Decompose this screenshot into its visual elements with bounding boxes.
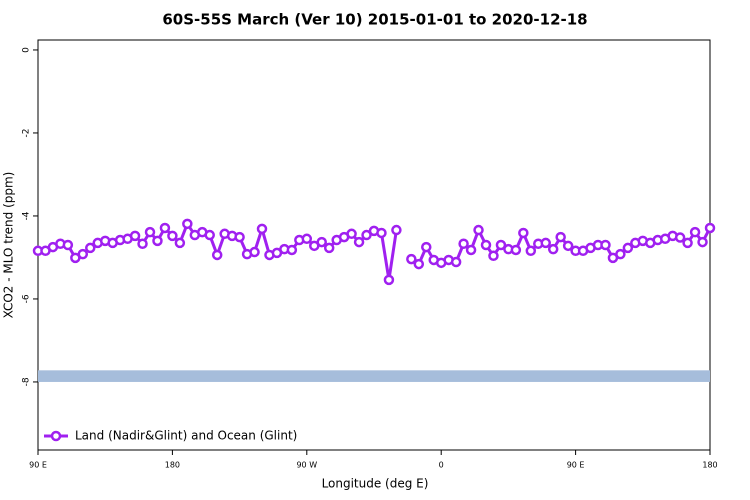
point: [450, 256, 462, 268]
point: [301, 233, 313, 245]
point: [704, 222, 716, 234]
point: [458, 238, 469, 250]
point: [525, 245, 537, 257]
point: [622, 242, 634, 254]
point: [615, 248, 626, 260]
point: [421, 241, 432, 253]
plot-frame: [37, 39, 711, 451]
point: [211, 249, 223, 261]
x-tick-label: 180: [165, 461, 180, 470]
legend-marker: [50, 430, 62, 442]
point: [62, 239, 74, 251]
x-axis-label: Longitude (deg E): [322, 477, 429, 491]
point: [540, 237, 551, 249]
point: [234, 231, 245, 243]
point: [562, 240, 574, 252]
point: [361, 229, 372, 241]
y-axis-label: XCO2 - MLO trend (ppm): [2, 172, 16, 319]
point: [495, 239, 507, 251]
point: [77, 248, 89, 260]
point: [323, 242, 335, 254]
point: [518, 227, 529, 239]
point: [256, 223, 268, 235]
point: [689, 226, 701, 238]
y-tick-label: -6: [22, 294, 32, 303]
x-tick-label: 90 W: [296, 461, 317, 470]
point: [682, 237, 693, 249]
point: [555, 231, 566, 243]
x-tick-label: 180: [702, 461, 717, 470]
point: [376, 227, 387, 239]
point: [144, 226, 156, 238]
point: [488, 250, 499, 262]
point: [316, 236, 327, 248]
point: [600, 239, 611, 251]
legend-label: Land (Nadir&Glint) and Ocean (Glint): [75, 429, 297, 443]
point: [391, 224, 402, 236]
point: [406, 253, 417, 265]
point: [473, 224, 484, 236]
y-tick-label: 0: [22, 47, 32, 53]
point: [204, 229, 215, 241]
x-tick-label: 90 E: [567, 461, 585, 470]
point: [286, 244, 298, 256]
point: [167, 230, 178, 242]
point: [697, 236, 708, 248]
y-tick-label: -8: [22, 377, 32, 386]
point: [547, 243, 559, 255]
point: [159, 222, 171, 234]
reference-band: [38, 370, 710, 382]
point: [137, 238, 148, 250]
point: [413, 258, 425, 270]
point: [346, 228, 357, 240]
point: [465, 244, 477, 256]
point: [510, 244, 522, 256]
point: [85, 242, 96, 254]
point: [249, 246, 260, 258]
x-tick-label: 0: [439, 461, 444, 470]
point: [152, 235, 163, 247]
y-tick-label: -2: [22, 128, 32, 137]
point: [353, 236, 365, 248]
point: [174, 237, 186, 249]
point: [383, 274, 395, 286]
point: [182, 218, 193, 230]
y-tick-label: -4: [22, 211, 32, 220]
point: [674, 232, 686, 243]
x-tick-label: 90 E: [29, 461, 47, 470]
point: [129, 230, 141, 242]
point: [480, 239, 492, 251]
chart-title: 60S-55S March (Ver 10) 2015-01-01 to 202…: [162, 11, 587, 29]
